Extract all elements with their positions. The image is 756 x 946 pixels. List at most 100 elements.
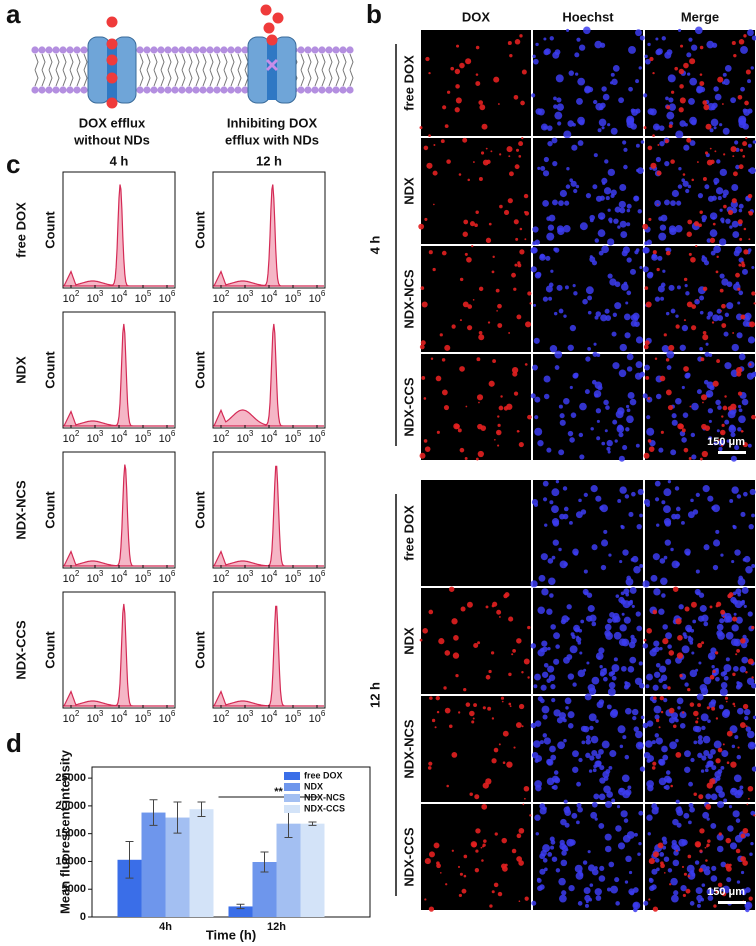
nucleus — [601, 245, 609, 254]
lipid-head — [80, 46, 88, 54]
lipid-tail — [181, 53, 186, 87]
dox-signal — [421, 301, 428, 308]
nucleus — [603, 676, 608, 682]
nucleus — [614, 439, 618, 443]
nucleus — [731, 184, 739, 191]
x-tick-label: 104 — [261, 709, 278, 725]
dox-signal — [684, 606, 690, 612]
nucleus — [619, 184, 627, 191]
nucleus — [563, 130, 572, 139]
nucleus — [710, 793, 718, 801]
dox-signal — [657, 203, 659, 206]
nucleus — [601, 441, 606, 446]
dox-signal — [466, 601, 473, 608]
nucleus — [623, 313, 631, 321]
nucleus — [583, 887, 591, 895]
x-tick-label: 102 — [213, 429, 230, 445]
lipid-head — [206, 86, 214, 94]
nucleus — [563, 314, 567, 318]
nucleus — [556, 97, 562, 103]
nucleus — [530, 580, 538, 588]
nucleus — [587, 605, 595, 613]
nucleus — [553, 709, 561, 717]
nucleus — [578, 870, 583, 875]
nucleus — [552, 51, 560, 59]
nucleus — [720, 765, 725, 770]
nucleus — [623, 147, 628, 152]
dox-signal — [521, 725, 524, 728]
nucleus — [635, 443, 640, 448]
dox-signal — [527, 414, 532, 420]
nucleus — [593, 793, 600, 800]
nucleus — [543, 49, 550, 56]
nucleus — [564, 697, 572, 705]
dox-signal — [518, 703, 525, 710]
tick-exp: 3 — [249, 709, 254, 718]
nucleus — [732, 524, 736, 528]
dox-signal — [497, 303, 502, 309]
nucleus — [552, 161, 558, 167]
dox-signal — [668, 650, 675, 656]
lipid-head — [178, 86, 186, 94]
dox-signal — [686, 301, 693, 308]
nucleus — [671, 419, 678, 426]
y-label: Count — [42, 211, 57, 249]
nucleus — [590, 811, 598, 819]
nucleus — [580, 725, 588, 732]
nucleus — [589, 755, 595, 761]
lipid-head — [199, 86, 207, 94]
nucleus — [581, 740, 586, 745]
lipid-head — [346, 86, 354, 94]
lipid-tail — [195, 53, 200, 87]
dox-signal — [703, 104, 710, 111]
dox — [106, 97, 118, 109]
dox-signal — [426, 162, 433, 169]
nucleus — [708, 419, 712, 423]
nucleus — [563, 225, 571, 233]
nucleus — [642, 266, 649, 273]
x-tick-label: 106 — [309, 709, 326, 725]
nucleus — [676, 697, 684, 705]
dox-signal — [724, 395, 727, 398]
nucleus — [702, 811, 710, 819]
nucleus — [750, 683, 756, 689]
nucleus — [679, 120, 686, 127]
nucleus — [639, 563, 644, 568]
dox-signal — [465, 702, 471, 707]
nucleus — [595, 311, 602, 317]
dox-signal — [474, 794, 480, 800]
nucleus — [750, 841, 754, 846]
dox-signal — [523, 658, 530, 665]
nucleus — [582, 860, 588, 865]
nucleus — [584, 389, 590, 395]
nucleus — [567, 430, 574, 437]
nucleus — [584, 86, 591, 94]
micrograph — [421, 695, 531, 802]
nucleus — [540, 647, 545, 653]
dox-signal — [650, 162, 657, 169]
nucleus — [616, 805, 621, 809]
dox-signal — [475, 849, 479, 853]
nucleus — [703, 749, 710, 757]
dox-signal — [465, 405, 468, 408]
column-header: Merge — [681, 9, 719, 24]
dox-signal — [677, 423, 684, 430]
nucleus — [608, 553, 612, 557]
nucleus — [659, 224, 667, 231]
nucleus — [649, 877, 653, 882]
dox-signal — [497, 891, 503, 897]
nucleus — [710, 647, 717, 654]
nucleus — [599, 505, 604, 511]
column-header: Hoechst — [562, 9, 614, 24]
nucleus — [709, 212, 718, 220]
nucleus — [744, 715, 749, 721]
dox-signal — [645, 301, 652, 308]
column-title: 4 h — [110, 153, 129, 168]
nucleus — [618, 97, 625, 104]
dox-signal — [457, 865, 461, 868]
nucleus — [623, 616, 631, 624]
tick-base: 10 — [87, 573, 99, 585]
nucleus — [724, 362, 732, 370]
nucleus — [715, 667, 719, 672]
dox-signal — [463, 874, 467, 878]
